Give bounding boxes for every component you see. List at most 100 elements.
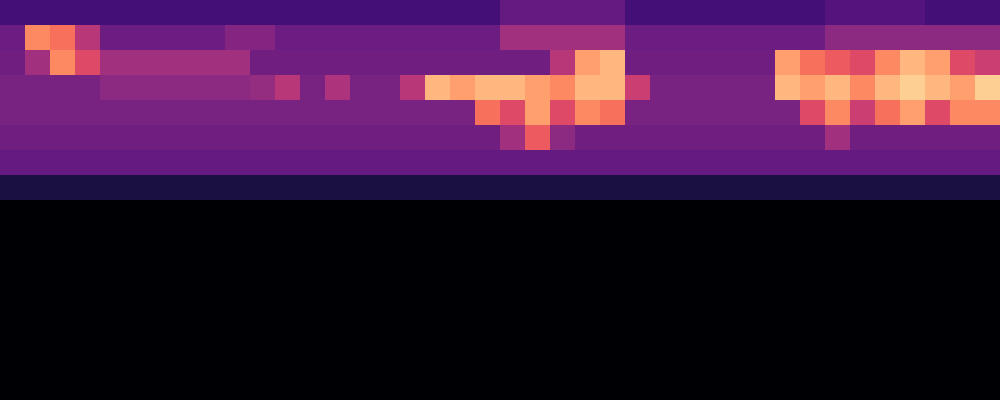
cell [825, 125, 851, 151]
cell [250, 0, 276, 26]
cell [875, 150, 901, 176]
cell [600, 150, 626, 176]
cell [275, 325, 301, 351]
cell [575, 325, 601, 351]
cell [550, 225, 576, 251]
cell [425, 50, 451, 76]
cell [525, 150, 551, 176]
cell [100, 125, 126, 151]
cell [325, 200, 351, 226]
cell [25, 225, 51, 251]
cell [450, 250, 476, 276]
cell [725, 225, 751, 251]
cell [975, 50, 1000, 76]
cell [0, 25, 26, 51]
cell [175, 375, 201, 400]
cell [175, 325, 201, 351]
cell [0, 325, 26, 351]
cell [650, 75, 676, 101]
cell [425, 125, 451, 151]
cell [675, 75, 701, 101]
cell [200, 350, 226, 376]
cell [425, 300, 451, 326]
cell [600, 0, 626, 26]
cell [450, 200, 476, 226]
cell [925, 275, 951, 301]
cell [350, 375, 376, 400]
cell [200, 300, 226, 326]
cell [925, 125, 951, 151]
cell [625, 325, 651, 351]
cell [700, 150, 726, 176]
cell [825, 300, 851, 326]
cell [700, 75, 726, 101]
cell [550, 75, 576, 101]
cell [375, 0, 401, 26]
cell [900, 100, 926, 126]
cell [925, 150, 951, 176]
cell [125, 225, 151, 251]
cell [800, 275, 826, 301]
cell [850, 225, 876, 251]
cell [425, 100, 451, 126]
cell [575, 200, 601, 226]
cell [175, 175, 201, 201]
cell [575, 175, 601, 201]
cell [875, 200, 901, 226]
cell [400, 375, 426, 400]
cell [200, 125, 226, 151]
cell [950, 350, 976, 376]
cell [0, 200, 26, 226]
cell [275, 250, 301, 276]
cell [600, 300, 626, 326]
cell [375, 175, 401, 201]
cell [350, 150, 376, 176]
cell [500, 100, 526, 126]
cell [25, 350, 51, 376]
cell [625, 350, 651, 376]
cell [100, 50, 126, 76]
cell [625, 375, 651, 400]
cell [400, 275, 426, 301]
cell [525, 325, 551, 351]
cell [250, 25, 276, 51]
cell [925, 75, 951, 101]
cell [300, 25, 326, 51]
cell [125, 75, 151, 101]
cell [775, 200, 801, 226]
cell [650, 225, 676, 251]
cell [225, 100, 251, 126]
cell [75, 275, 101, 301]
cell [50, 225, 76, 251]
cell [875, 225, 901, 251]
cell [325, 75, 351, 101]
cell [425, 250, 451, 276]
cell [475, 350, 501, 376]
cell [825, 200, 851, 226]
cell [950, 50, 976, 76]
cell [600, 275, 626, 301]
cell [775, 250, 801, 276]
cell [625, 75, 651, 101]
cell [300, 100, 326, 126]
cells [0, 0, 1000, 400]
cell [775, 125, 801, 151]
cell [800, 0, 826, 26]
cell [950, 275, 976, 301]
cell [0, 225, 26, 251]
cell [375, 125, 401, 151]
cell [725, 125, 751, 151]
cell [250, 250, 276, 276]
cell [225, 300, 251, 326]
cell [875, 100, 901, 126]
cell [525, 375, 551, 400]
cell [900, 275, 926, 301]
cell [525, 350, 551, 376]
cell [50, 300, 76, 326]
cell [425, 75, 451, 101]
cell [400, 200, 426, 226]
cell [375, 375, 401, 400]
cell [925, 100, 951, 126]
cell [875, 350, 901, 376]
cell [625, 125, 651, 151]
